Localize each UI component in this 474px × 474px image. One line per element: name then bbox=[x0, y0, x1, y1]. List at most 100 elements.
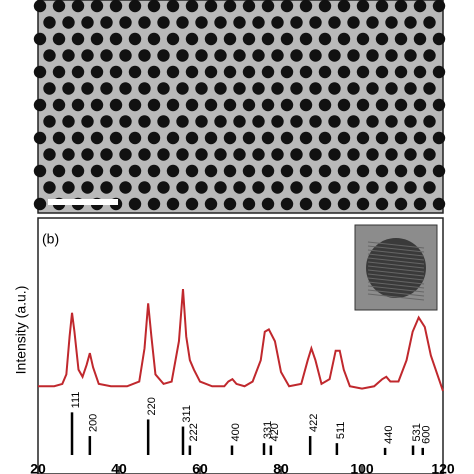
pore bbox=[138, 115, 151, 128]
lattice-fringe bbox=[367, 281, 425, 289]
pore bbox=[394, 98, 408, 112]
pore bbox=[385, 115, 398, 128]
hkl-label: 531 bbox=[411, 423, 423, 441]
pore bbox=[71, 131, 85, 145]
pore bbox=[423, 181, 436, 194]
pore bbox=[394, 65, 408, 79]
pore bbox=[423, 148, 436, 161]
lattice-fringe bbox=[367, 261, 425, 269]
pore bbox=[166, 32, 180, 46]
pore bbox=[328, 82, 341, 95]
pore bbox=[81, 82, 94, 95]
pore bbox=[176, 181, 189, 194]
pore bbox=[33, 0, 47, 13]
pore bbox=[204, 32, 218, 46]
pore bbox=[62, 82, 75, 95]
pore bbox=[328, 148, 341, 161]
pore bbox=[375, 197, 389, 211]
pore bbox=[385, 16, 398, 29]
pore bbox=[119, 115, 132, 128]
pore bbox=[157, 49, 170, 62]
panel-label: (b) bbox=[42, 231, 59, 247]
pore bbox=[299, 0, 313, 13]
pore bbox=[185, 98, 199, 112]
pore-array bbox=[33, 0, 446, 211]
pore bbox=[413, 197, 427, 211]
lattice-fringe bbox=[367, 253, 425, 261]
pore bbox=[100, 115, 113, 128]
hkl-label: 440 bbox=[383, 426, 395, 444]
pore bbox=[166, 65, 180, 79]
pore bbox=[233, 148, 246, 161]
pore bbox=[62, 181, 75, 194]
pore bbox=[375, 131, 389, 145]
pore bbox=[280, 98, 294, 112]
pore bbox=[185, 131, 199, 145]
pore bbox=[109, 164, 123, 178]
pore bbox=[404, 115, 417, 128]
pore bbox=[432, 32, 446, 46]
pore bbox=[299, 65, 313, 79]
pore bbox=[252, 82, 265, 95]
pore bbox=[347, 148, 360, 161]
pore bbox=[90, 32, 104, 46]
pore bbox=[214, 148, 227, 161]
hkl-label: 220 bbox=[146, 397, 158, 415]
pore bbox=[280, 131, 294, 145]
pore bbox=[347, 82, 360, 95]
pore bbox=[176, 115, 189, 128]
hkl-label: 422 bbox=[308, 414, 320, 432]
pore bbox=[337, 197, 351, 211]
pore bbox=[166, 131, 180, 145]
lattice-fringe bbox=[367, 289, 425, 297]
pore bbox=[147, 98, 161, 112]
pore bbox=[413, 164, 427, 178]
pore bbox=[337, 32, 351, 46]
pore bbox=[413, 32, 427, 46]
pore bbox=[347, 16, 360, 29]
pore bbox=[52, 98, 66, 112]
pore bbox=[233, 16, 246, 29]
pore bbox=[119, 148, 132, 161]
pore bbox=[328, 181, 341, 194]
pore bbox=[404, 16, 417, 29]
pore bbox=[375, 32, 389, 46]
pore bbox=[252, 181, 265, 194]
pore bbox=[185, 164, 199, 178]
pore bbox=[185, 32, 199, 46]
hkl-label: 420 bbox=[269, 423, 281, 441]
pore bbox=[299, 197, 313, 211]
pore bbox=[375, 98, 389, 112]
x-tick-label: 60 bbox=[192, 461, 208, 474]
pore bbox=[147, 164, 161, 178]
x-tick-label: 120 bbox=[431, 461, 455, 474]
pore bbox=[214, 115, 227, 128]
pore bbox=[33, 197, 47, 211]
pore bbox=[394, 197, 408, 211]
pore bbox=[366, 82, 379, 95]
pore bbox=[299, 98, 313, 112]
pore bbox=[71, 65, 85, 79]
pore bbox=[280, 32, 294, 46]
pore bbox=[109, 32, 123, 46]
pore bbox=[337, 131, 351, 145]
pore bbox=[290, 148, 303, 161]
pore bbox=[195, 181, 208, 194]
pore bbox=[366, 49, 379, 62]
pore bbox=[119, 181, 132, 194]
pore bbox=[223, 98, 237, 112]
pore bbox=[233, 115, 246, 128]
pore bbox=[337, 0, 351, 13]
pore bbox=[385, 181, 398, 194]
pore bbox=[109, 65, 123, 79]
x-tick-label: 80 bbox=[273, 461, 289, 474]
hkl-label: 331 bbox=[262, 421, 274, 439]
lattice-fringe bbox=[367, 269, 425, 277]
pore bbox=[261, 197, 275, 211]
pore bbox=[290, 82, 303, 95]
pore bbox=[100, 148, 113, 161]
pore bbox=[33, 164, 47, 178]
pore bbox=[185, 65, 199, 79]
xrd-curve bbox=[38, 289, 444, 392]
pore bbox=[195, 82, 208, 95]
